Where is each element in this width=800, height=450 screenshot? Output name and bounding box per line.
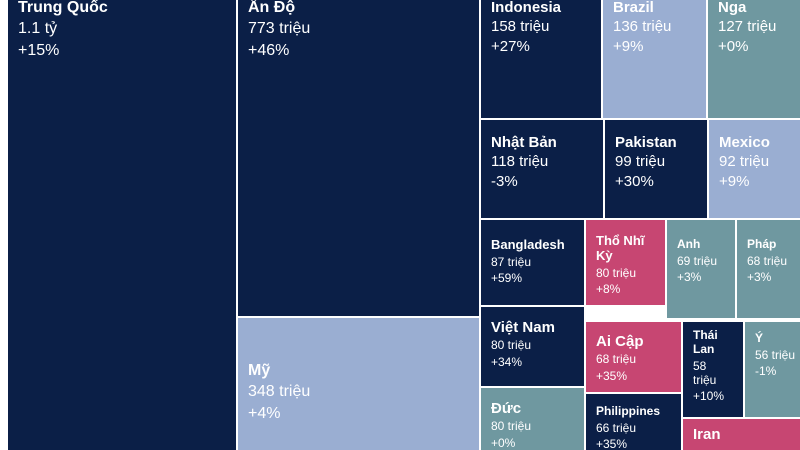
tile-change: +35% — [596, 368, 628, 383]
tile-value: 99 triệu — [615, 153, 666, 171]
tile-name: Bangladesh — [491, 237, 565, 252]
tile-name: Nga — [718, 0, 747, 16]
tile-value: 87 triệu — [491, 254, 532, 269]
tile-change: +0% — [718, 38, 749, 56]
tile-an-do: Ấn Độ 773 triệu +46% — [237, 0, 480, 317]
tile-value: 66 triệu — [596, 420, 637, 435]
tile-name: Ý — [755, 331, 764, 345]
tile-change: +46% — [248, 41, 290, 59]
tile-change: +30% — [615, 173, 654, 191]
tile-nhat-ban: Nhật Bản 118 triệu -3% — [480, 119, 604, 219]
tile-change: +59% — [491, 271, 523, 286]
tile-change: +3% — [747, 270, 772, 285]
tile-name: Việt Nam — [491, 319, 555, 336]
tile-name: Đức — [491, 400, 522, 417]
tile-change: +10% — [693, 389, 725, 404]
tile-name: Iran — [693, 426, 721, 443]
tile-name: Pháp — [747, 237, 777, 251]
tile-name: Philippines — [596, 404, 661, 418]
tile-value: 80 triệu — [491, 419, 532, 434]
tile-value: 69 triệu — [677, 253, 718, 268]
tile-value: 80 triệu — [491, 338, 532, 353]
tile-philippines: Philippines 66 triệu +35% — [585, 393, 682, 450]
tile-value: 158 triệu — [491, 18, 550, 36]
tile-change: +15% — [18, 41, 60, 59]
tile-name: Ai Cập — [596, 333, 644, 350]
tile-name: Mỹ — [248, 362, 271, 379]
tile-value: 1.1 tỷ — [18, 20, 58, 38]
tile-value: 80 triệu — [596, 265, 637, 280]
tile-name: Indonesia — [491, 0, 562, 16]
tile-change: +8% — [596, 282, 621, 297]
tile-my: Mỹ 348 triệu +4% — [237, 317, 480, 450]
tile-name: Trung Quốc — [18, 0, 108, 16]
tile-change: -1% — [755, 364, 777, 379]
tile-change: -3% — [491, 173, 518, 191]
tile-trung-quoc: Trung Quốc 1.1 tỷ +15% — [7, 0, 237, 450]
tile-value: 127 triệu — [718, 18, 777, 36]
tile-change: +3% — [677, 270, 702, 285]
tile-name: Brazil — [613, 0, 654, 16]
tile-nga: Nga 127 triệu +0% — [707, 0, 800, 119]
tile-name: Nhật Bản — [491, 134, 557, 151]
tile-anh: Anh 69 triệu +3% — [666, 219, 736, 319]
tile-thai-lan: Thái Lan 58 triệu +10% — [682, 321, 744, 418]
tile-change: +34% — [491, 354, 523, 369]
tile-change: +9% — [613, 38, 644, 56]
tile-name: Thái Lan — [693, 328, 718, 356]
tile-viet-nam: Việt Nam 80 triệu +34% — [480, 306, 585, 387]
tile-name: Mexico — [719, 134, 770, 151]
tile-value: 92 triệu — [719, 153, 770, 171]
tile-iran: Iran — [682, 418, 800, 450]
tile-name: Thổ Nhĩ Kỳ — [596, 233, 645, 263]
tile-bangladesh: Bangladesh 87 triệu +59% — [480, 219, 585, 306]
tile-mexico: Mexico 92 triệu +9% — [708, 119, 800, 219]
tile-change: +9% — [719, 173, 750, 191]
tile-value: 68 triệu — [596, 352, 637, 367]
tile-tho-nhi-ky: Thổ Nhĩ Kỳ 80 triệu +8% — [585, 219, 666, 306]
tile-name: Ấn Độ — [248, 0, 296, 16]
tile-ai-cap: Ai Cập 68 triệu +35% — [585, 321, 682, 393]
tile-value: 68 triệu — [747, 253, 788, 268]
tile-value: 56 triệu — [755, 347, 796, 362]
tile-change: +27% — [491, 38, 530, 56]
tile-change: +4% — [248, 404, 281, 422]
tile-value: 136 triệu — [613, 18, 672, 36]
tile-brazil: Brazil 136 triệu +9% — [602, 0, 707, 119]
tile-name: Anh — [677, 237, 701, 251]
tile-phap: Pháp 68 triệu +3% — [736, 219, 800, 319]
tile-value: 118 triệu — [491, 153, 549, 171]
tile-value: 348 triệu — [248, 383, 311, 401]
tile-change: +35% — [596, 437, 628, 450]
tile-y: Ý 56 triệu -1% — [744, 321, 800, 418]
tile-indonesia: Indonesia 158 triệu +27% — [480, 0, 602, 119]
tile-name: Pakistan — [615, 134, 677, 151]
tile-value: 773 triệu — [248, 20, 311, 38]
tile-change: +0% — [491, 435, 516, 450]
tile-duc: Đức 80 triệu +0% — [480, 387, 585, 450]
tile-value: 58 triệu — [693, 358, 717, 387]
tile-pakistan: Pakistan 99 triệu +30% — [604, 119, 708, 219]
